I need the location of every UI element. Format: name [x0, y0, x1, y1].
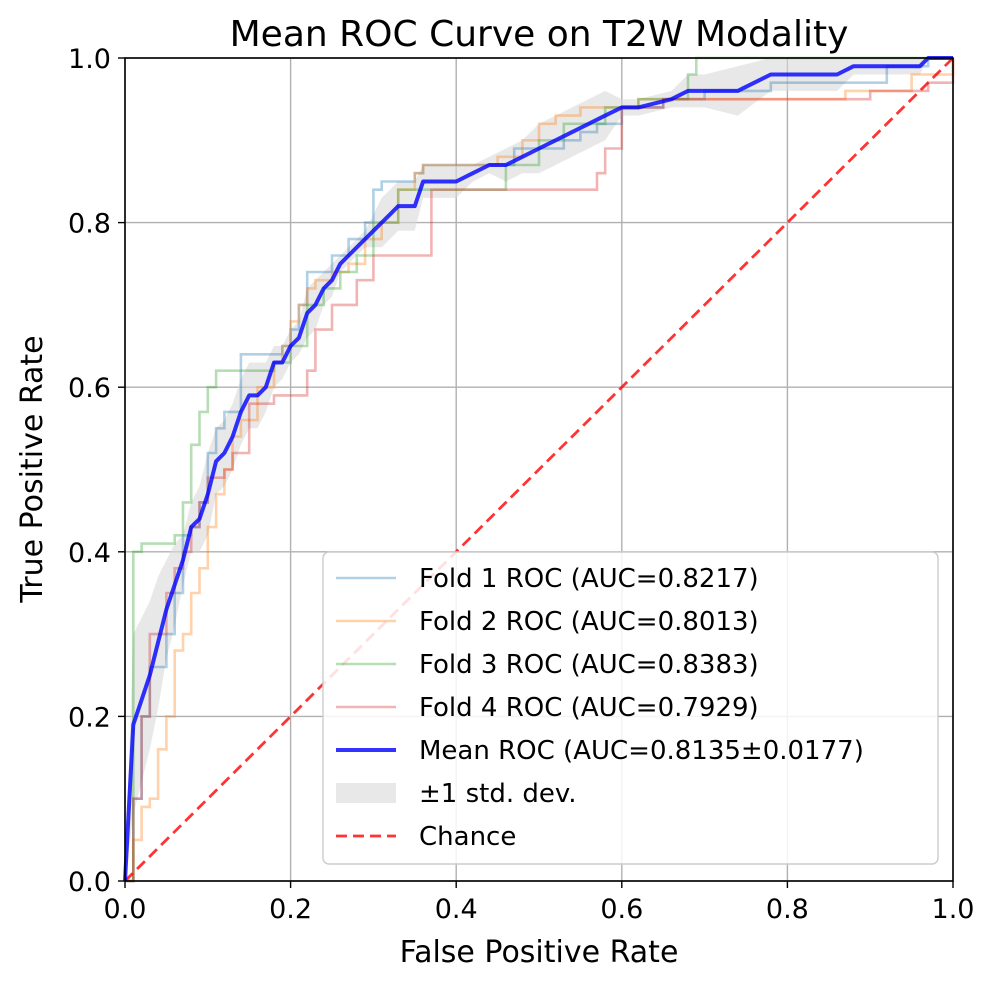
legend-label-7: Chance: [419, 822, 516, 852]
x-tick-label-0: 0.0: [104, 894, 147, 925]
legend-handle-6: [336, 783, 396, 803]
plot-frame: [124, 57, 954, 882]
y-tick-label-4: 0.8: [68, 209, 111, 240]
legend-label-6: ±1 std. dev.: [419, 779, 577, 809]
fold-2-curve: [125, 58, 955, 883]
legend-label-1: Fold 1 ROC (AUC=0.8217): [419, 564, 759, 594]
legend-label-3: Fold 3 ROC (AUC=0.8383): [419, 650, 759, 680]
legend-label-4: Fold 4 ROC (AUC=0.7929): [419, 693, 759, 723]
y-tick-label-5: 1.0: [68, 44, 111, 75]
mean-curve-layer: [123, 56, 953, 882]
y-tick-label-2: 0.4: [68, 538, 111, 569]
y-tick-label-0: 0.0: [68, 867, 111, 898]
y-tick-label-1: 0.2: [68, 702, 111, 733]
x-axis-title: False Positive Rate: [400, 935, 679, 970]
x-tick-label-4: 0.8: [766, 894, 809, 925]
legend-label-5: Mean ROC (AUC=0.8135±0.0177): [419, 736, 864, 766]
mean-curve: [123, 56, 953, 882]
chance-line: [124, 57, 954, 882]
legend-label-2: Fold 2 ROC (AUC=0.8013): [419, 607, 759, 637]
x-tick-label-5: 1.0: [932, 894, 975, 925]
y-tick-label-3: 0.6: [68, 373, 111, 404]
x-tick-label-1: 0.2: [269, 894, 312, 925]
axis-ticks: 0.0 0.2 0.4 0.6 0.8 1.0 0.0 0.2 0.4 0.6 0.8 1.0: [68, 44, 974, 925]
y-axis-title: True Positive Rate: [15, 335, 50, 603]
chance-line-layer: [124, 57, 954, 882]
legend: Fold 1 ROC (AUC=0.8217) Fold 2 ROC (AUC=0…: [322, 551, 939, 865]
x-tick-label-2: 0.4: [435, 894, 478, 925]
legend-box: [322, 551, 939, 865]
chart-title: Mean ROC Curve on T2W Modality: [230, 14, 849, 55]
x-tick-label-3: 0.6: [600, 894, 643, 925]
